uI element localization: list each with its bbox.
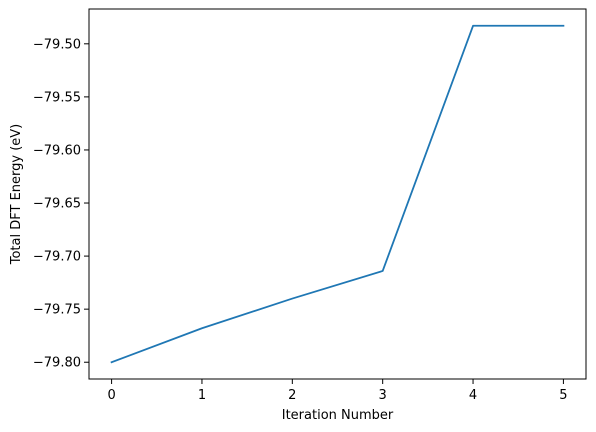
axes-frame	[88, 8, 587, 380]
y-tick-label: −79.60	[33, 143, 81, 158]
x-tick-label: 5	[559, 388, 567, 403]
x-tick-label: 4	[469, 388, 477, 403]
plot-area	[88, 8, 587, 380]
y-tick-label: −79.65	[33, 197, 81, 212]
x-tick-label: 1	[198, 388, 206, 403]
y-axis: −79.80 −79.75 −79.70 −79.65 −79.60 −79.55 −79.…	[33, 37, 89, 371]
y-tick-label: −79.50	[33, 37, 81, 52]
y-tick-label: −79.75	[33, 303, 81, 318]
x-tick-label: 2	[288, 388, 296, 403]
x-axis: 0 1 2 3 4 5	[107, 379, 568, 403]
y-tick-label: −79.80	[33, 356, 81, 371]
x-tick-label: 0	[107, 388, 115, 403]
x-tick-label: 3	[379, 388, 387, 403]
series-line	[110, 24, 565, 364]
x-axis-label: Iteration Number	[282, 408, 394, 423]
y-tick-label: −79.55	[33, 90, 81, 105]
y-tick-label: −79.70	[33, 250, 81, 265]
y-axis-label: Total DFT Energy (eV)	[9, 124, 24, 266]
